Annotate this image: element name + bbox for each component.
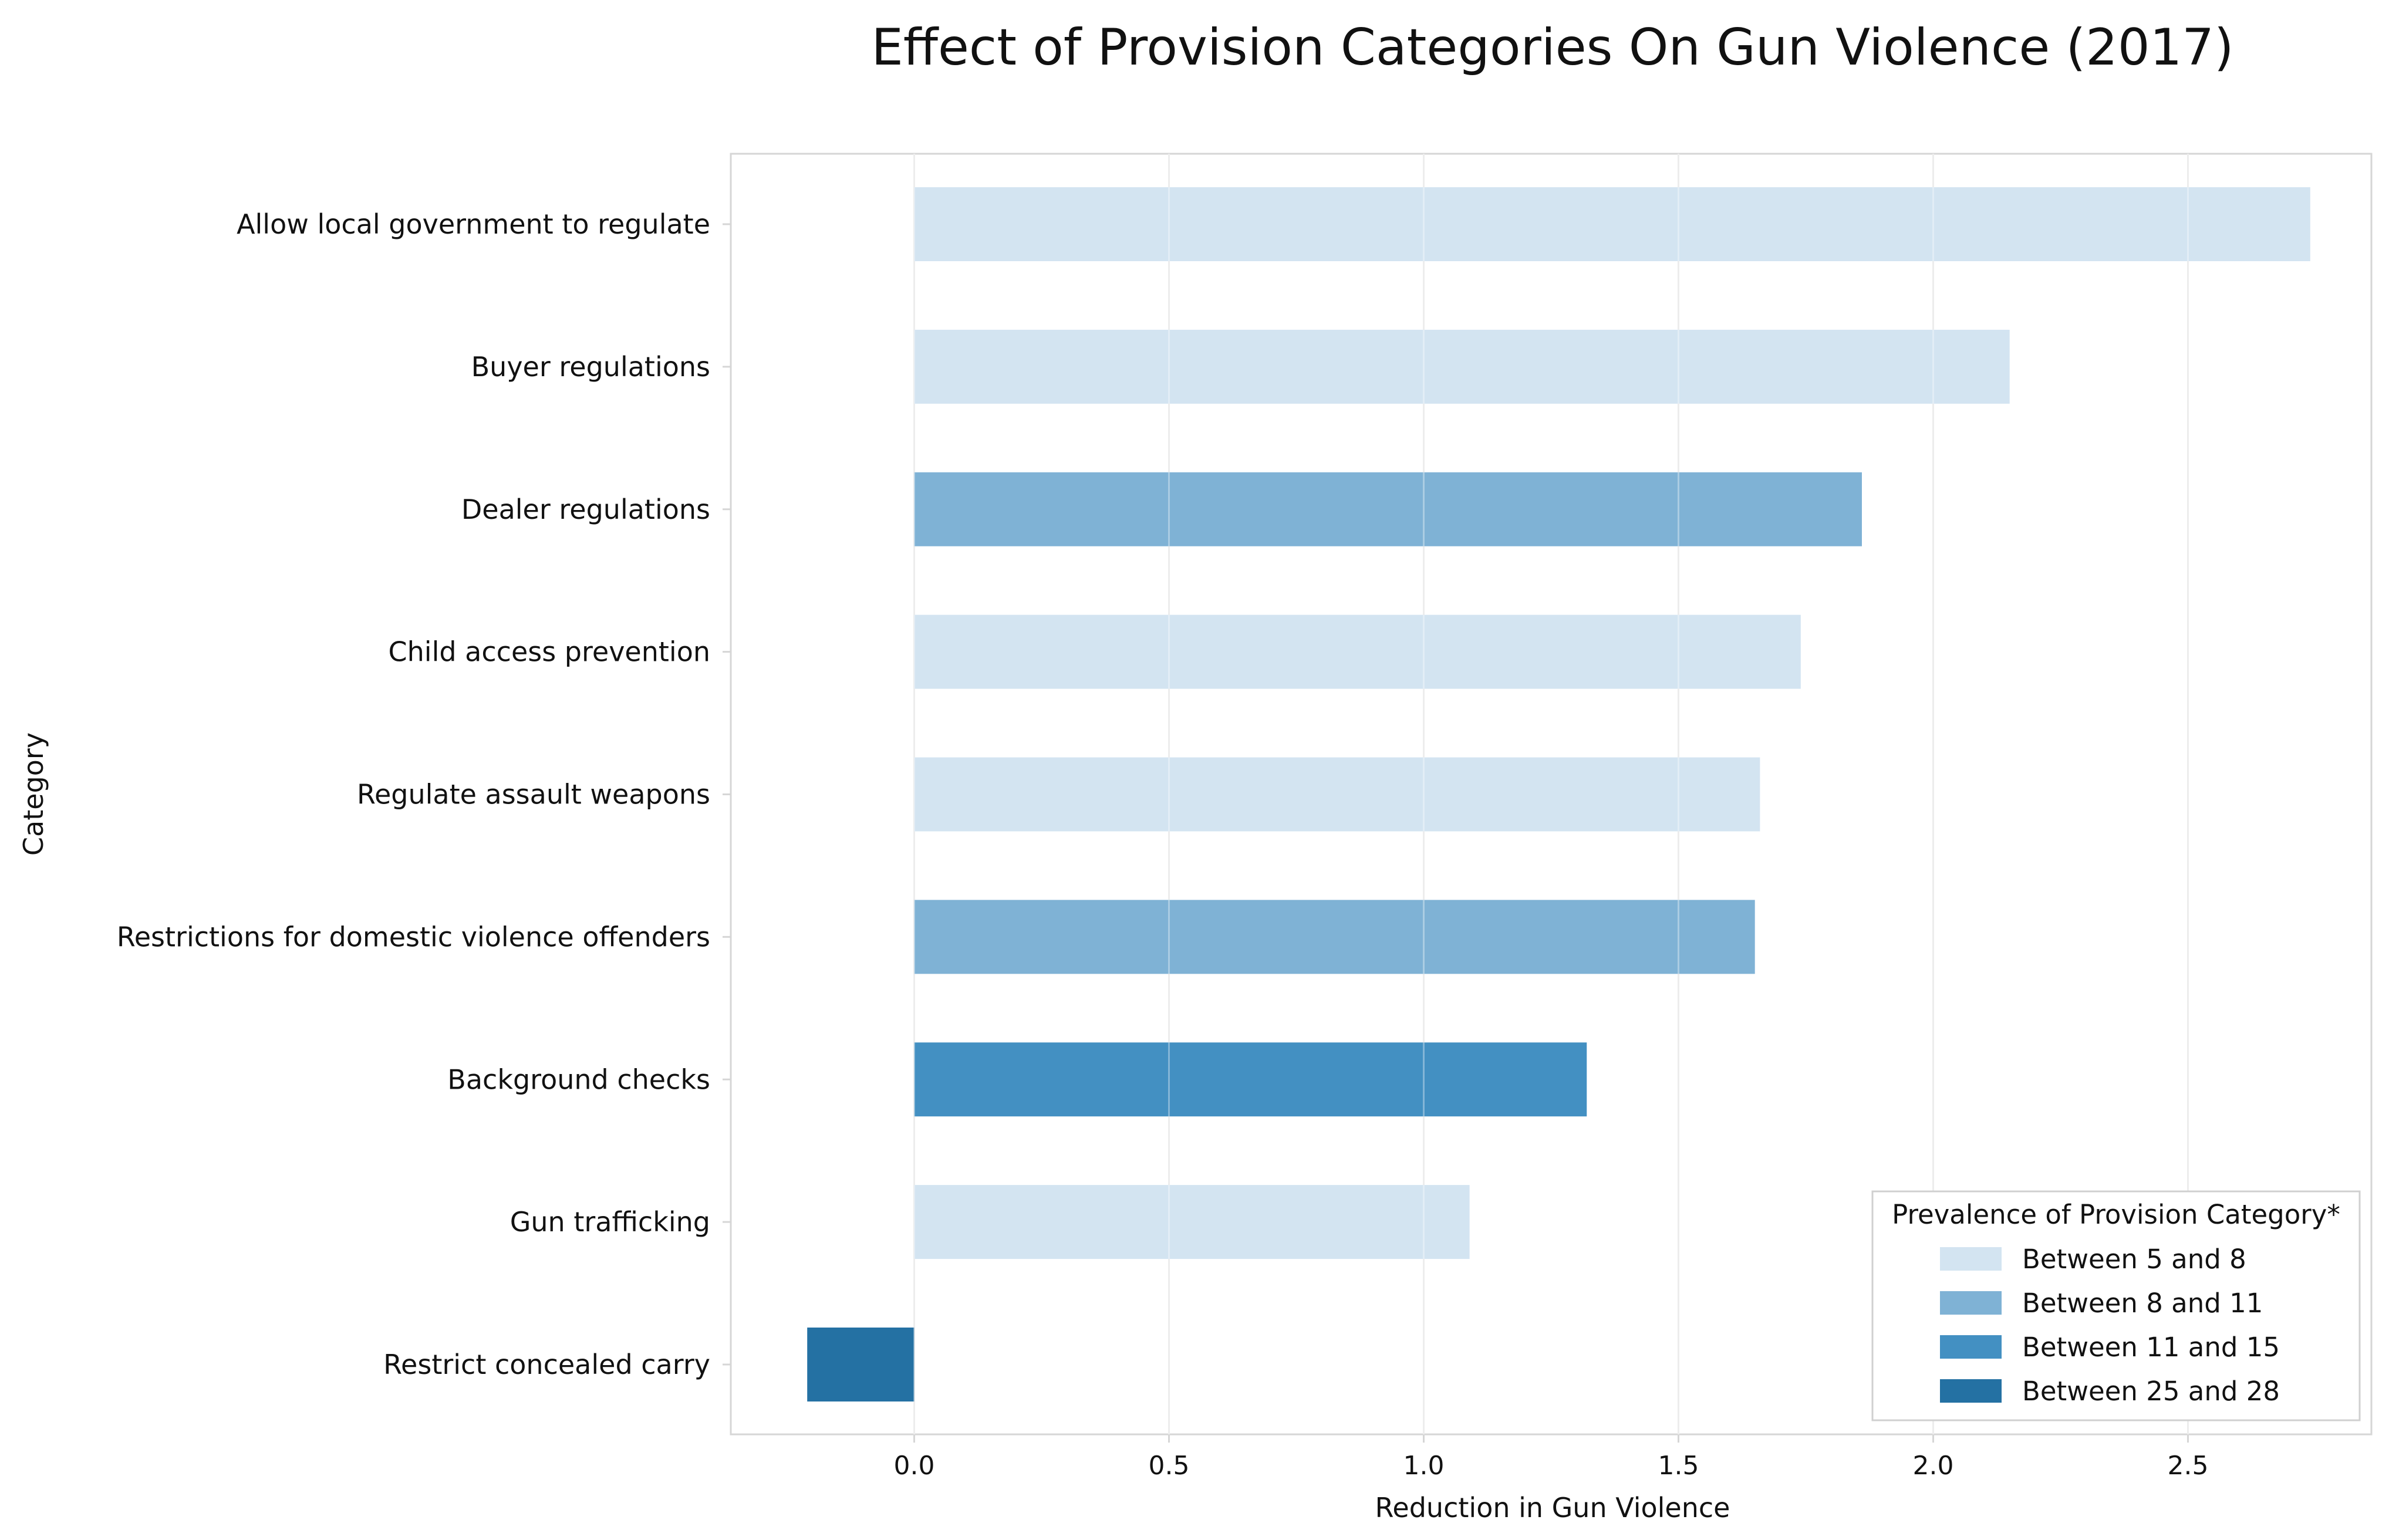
- legend-swatch: [1940, 1379, 2002, 1403]
- chart-title: Effect of Provision Categories On Gun Vi…: [871, 18, 2233, 77]
- x-tick-label: 1.5: [1658, 1451, 1699, 1481]
- legend-swatch: [1940, 1291, 2002, 1315]
- bars: [807, 154, 2310, 1434]
- legend-label: Between 5 and 8: [2022, 1244, 2246, 1275]
- legend-swatch: [1940, 1335, 2002, 1359]
- category-label: Restrictions for domestic violence offen…: [117, 921, 710, 953]
- bar: [807, 1328, 915, 1401]
- x-tick-label: 1.0: [1403, 1451, 1445, 1481]
- bar: [914, 472, 1862, 546]
- bar: [914, 614, 1801, 689]
- bar: [914, 329, 2010, 404]
- x-tick-label: 2.0: [1913, 1451, 1954, 1481]
- legend-label: Between 8 and 11: [2022, 1288, 2263, 1319]
- bar: [914, 1042, 1587, 1117]
- legend-title: Prevalence of Provision Category*: [1892, 1199, 2340, 1230]
- x-tick-label: 0.5: [1148, 1451, 1189, 1481]
- legend-swatch: [1940, 1247, 2002, 1271]
- category-label: Background checks: [447, 1063, 710, 1095]
- x-tick-label: 0.0: [893, 1451, 934, 1481]
- y-axis-title: Category: [18, 732, 49, 856]
- category-labels: Allow local government to regulate Buyer …: [117, 208, 731, 1380]
- legend: Prevalence of Provision Category* Betwee…: [1871, 1190, 2361, 1421]
- category-label: Allow local government to regulate: [237, 208, 710, 240]
- x-axis-title: Reduction in Gun Violence: [1375, 1492, 1730, 1524]
- x-tick-label: 2.5: [2168, 1451, 2209, 1481]
- legend-label: Between 25 and 28: [2022, 1376, 2280, 1407]
- category-label: Gun trafficking: [510, 1206, 710, 1238]
- bar: [914, 187, 2310, 261]
- legend-label: Between 11 and 15: [2022, 1332, 2280, 1363]
- category-label: Dealer regulations: [461, 494, 710, 525]
- category-label: Regulate assault weapons: [357, 779, 710, 810]
- category-label: Child access prevention: [389, 636, 710, 668]
- category-label: Restrict concealed carry: [383, 1349, 710, 1380]
- x-tick-labels: 0.0 0.5 1.0 1.5 2.0 2.5: [893, 1434, 2209, 1481]
- bar: [914, 900, 1755, 974]
- category-label: Buyer regulations: [471, 351, 710, 383]
- legend-entries: Between 5 and 8 Between 8 and 11 Between 1…: [1940, 1244, 2280, 1407]
- bar: [914, 757, 1760, 832]
- bar: [914, 1185, 1470, 1259]
